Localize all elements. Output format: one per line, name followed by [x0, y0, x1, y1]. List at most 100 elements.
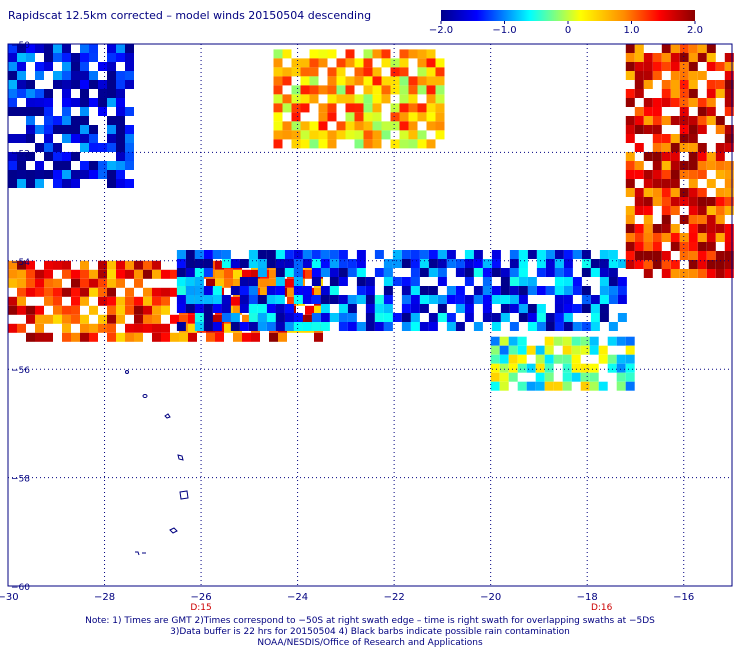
heatmap-cell	[347, 313, 357, 322]
heatmap-cell	[80, 125, 89, 134]
heatmap-cell	[661, 89, 671, 98]
heatmap-cell	[107, 98, 116, 107]
heatmap-cell	[608, 286, 618, 295]
heatmap-cell	[35, 287, 44, 297]
heatmap-cell	[363, 94, 373, 104]
heatmap-cell	[437, 304, 447, 313]
heatmap-cell	[215, 314, 224, 324]
heatmap-cell	[706, 89, 716, 98]
heatmap-cell	[239, 295, 249, 304]
heatmap-cell	[661, 260, 671, 269]
heatmap-cell	[98, 89, 107, 98]
x-tick-label: −18	[577, 592, 598, 603]
heatmap-cell	[482, 277, 492, 286]
heatmap-cell	[26, 278, 35, 288]
heatmap-cell	[242, 269, 251, 279]
heatmap-cell	[336, 94, 346, 104]
heatmap-cell	[634, 161, 644, 170]
heatmap-cell	[300, 67, 310, 77]
heatmap-cell	[35, 170, 44, 179]
heatmap-cell	[426, 112, 436, 122]
heatmap-cell	[435, 103, 445, 113]
heatmap-cell	[464, 250, 474, 259]
heatmap-cell	[318, 49, 328, 59]
heatmap-cell	[563, 277, 573, 286]
chart-title: Rapidscat 12.5km corrected – model winds…	[8, 9, 372, 22]
heatmap-cell	[428, 268, 438, 277]
heatmap-cell	[8, 89, 17, 98]
heatmap-cell	[8, 80, 17, 89]
heatmap-cell	[152, 332, 161, 342]
heatmap-cell	[399, 121, 409, 131]
heatmap-cell	[715, 251, 725, 260]
heatmap-cell	[697, 260, 707, 269]
heatmap-cell	[554, 286, 564, 295]
heatmap-cell	[17, 278, 26, 288]
heatmap-cell	[428, 313, 438, 322]
heatmap-cell	[408, 103, 418, 113]
heatmap-cell	[71, 125, 80, 134]
heatmap-cell	[338, 295, 348, 304]
x-tick-label: −22	[384, 592, 405, 603]
heatmap-cell	[491, 322, 501, 331]
heatmap-cell	[98, 62, 107, 71]
heatmap-cell	[589, 363, 599, 373]
heatmap-cell	[318, 103, 328, 113]
heatmap-cell	[176, 286, 186, 295]
heatmap-cell	[417, 67, 427, 77]
heatmap-cell	[53, 305, 62, 315]
heatmap-cell	[44, 269, 53, 279]
heatmap-cell	[44, 170, 53, 179]
heatmap-cell	[8, 71, 17, 80]
heatmap-cell	[715, 206, 725, 215]
heatmap-cell	[347, 268, 357, 277]
heatmap-cell	[338, 322, 348, 331]
heatmap-cell	[8, 323, 17, 333]
time-label: D:15	[190, 603, 211, 613]
heatmap-cell	[107, 296, 116, 306]
heatmap-cell	[309, 76, 319, 86]
heatmap-cell	[320, 250, 330, 259]
heatmap-cell	[401, 304, 411, 313]
heatmap-cell	[26, 89, 35, 98]
heatmap-cell	[670, 116, 680, 125]
heatmap-cell	[273, 103, 283, 113]
heatmap-cell	[314, 332, 323, 342]
heatmap-cell	[329, 250, 339, 259]
heatmap-cell	[372, 94, 382, 104]
heatmap-cell	[643, 80, 653, 89]
heatmap-cell	[269, 332, 278, 342]
heatmap-cell	[71, 296, 80, 306]
heatmap-cell	[374, 250, 384, 259]
heatmap-cell	[293, 250, 303, 259]
heatmap-cell	[670, 179, 680, 188]
heatmap-cell	[71, 53, 80, 62]
heatmap-cell	[356, 250, 366, 259]
heatmap-cell	[616, 363, 626, 373]
heatmap-cell	[670, 44, 680, 53]
heatmap-cell	[293, 322, 303, 331]
heatmap-cell	[53, 53, 62, 62]
heatmap-cell	[435, 94, 445, 104]
heatmap-cell	[107, 332, 116, 342]
heatmap-cell	[134, 278, 143, 288]
heatmap-cell	[116, 296, 125, 306]
heatmap-cell	[327, 85, 337, 95]
heatmap-cell	[161, 305, 170, 315]
heatmap-cell	[715, 152, 725, 161]
heatmap-cell	[62, 44, 71, 53]
heatmap-cell	[589, 336, 599, 346]
heatmap-cell	[17, 134, 26, 143]
heatmap-cell	[230, 313, 240, 322]
heatmap-cell	[152, 323, 161, 333]
heatmap-cell	[563, 304, 573, 313]
heatmap-cell	[670, 161, 680, 170]
heatmap-cell	[248, 277, 258, 286]
heatmap-cell	[35, 314, 44, 324]
heatmap-cell	[410, 304, 420, 313]
heatmap-cell	[706, 161, 716, 170]
heatmap-cell	[437, 295, 447, 304]
heatmap-cell	[652, 188, 662, 197]
heatmap-cell	[634, 44, 644, 53]
heatmap-cell	[53, 170, 62, 179]
